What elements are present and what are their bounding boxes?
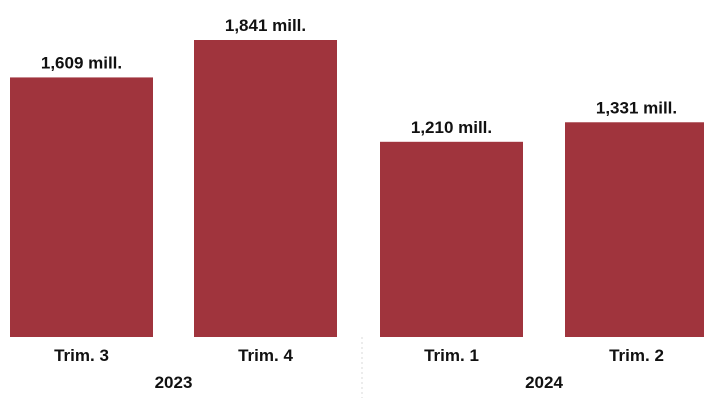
category-label: Trim. 4 (238, 346, 293, 365)
data-label: 1,841 mill. (225, 16, 306, 35)
data-label: 1,210 mill. (411, 118, 492, 137)
category-label: Trim. 2 (609, 346, 664, 365)
year-label: 2023 (155, 373, 193, 392)
data-label: 1,331 mill. (596, 98, 677, 117)
year-label: 2024 (525, 373, 563, 392)
data-labels: 1,609 mill. 1,841 mill. 1,210 mill. 1,331 m… (41, 16, 677, 137)
data-label: 1,609 mill. (41, 53, 122, 72)
bar-trim-2 (565, 122, 704, 337)
bars (10, 40, 704, 337)
category-label: Trim. 3 (54, 346, 109, 365)
bar-trim-4 (194, 40, 337, 337)
year-group-labels: 2023 2024 (155, 373, 564, 392)
category-label: Trim. 1 (424, 346, 479, 365)
bar-trim-3 (10, 77, 153, 337)
category-labels: Trim. 3 Trim. 4 Trim. 1 Trim. 2 (54, 346, 664, 365)
bar-trim-1 (380, 141, 523, 337)
